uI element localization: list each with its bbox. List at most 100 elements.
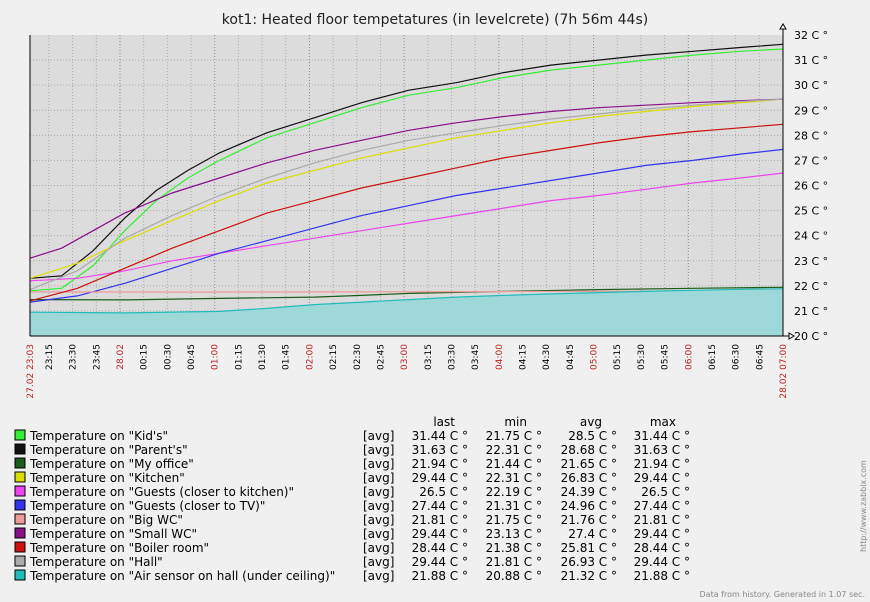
legend-value-avg: 27.4 C °	[568, 527, 617, 541]
legend-value-max: 26.5 C °	[641, 485, 690, 499]
legend-value-avg: 24.96 C °	[561, 499, 617, 513]
series-line-8	[29, 123, 784, 302]
x-tick-label: 02:15	[329, 344, 339, 370]
legend-value-avg: 28.5 C °	[568, 429, 617, 443]
x-tick-label: 28.02 07:00	[779, 344, 789, 399]
x-tick-label: 04:30	[542, 344, 552, 370]
legend-series-name: Temperature on "Big WC"	[29, 513, 183, 527]
legend-header-max: max	[650, 415, 676, 429]
x-tick-label: 06:30	[732, 344, 742, 370]
legend-series-name: Temperature on "My office"	[29, 457, 194, 471]
legend-series-function: [avg]	[363, 499, 394, 513]
legend-value-avg: 21.65 C °	[561, 457, 617, 471]
legend-series-function: [avg]	[363, 485, 394, 499]
legend-value-avg: 28.68 C °	[561, 443, 617, 457]
legend-value-avg: 26.93 C °	[561, 555, 617, 569]
legend-value-max: 29.44 C °	[634, 555, 690, 569]
series-line-2	[29, 286, 784, 301]
legend-series-function: [avg]	[363, 457, 394, 471]
legend-value-max: 21.81 C °	[634, 513, 690, 527]
legend-value-last: 21.94 C °	[412, 457, 468, 471]
y-tick-label: 20 C °	[794, 330, 828, 343]
legend-swatch	[14, 443, 26, 455]
legend-swatch	[14, 457, 26, 469]
legend-series-name: Temperature on "Hall"	[29, 555, 163, 569]
legend-value-min: 22.31 C °	[486, 443, 542, 457]
legend-value-avg: 21.32 C °	[561, 569, 617, 583]
legend-value-last: 29.44 C °	[412, 471, 468, 485]
legend-series-name: Temperature on "Parent's"	[29, 443, 188, 457]
x-tick-label: 28.02	[116, 344, 126, 370]
y-tick-label: 23 C °	[794, 255, 828, 268]
y-tick-label: 24 C °	[794, 230, 828, 243]
series-line-5	[29, 148, 784, 303]
legend-series-function: [avg]	[363, 555, 394, 569]
legend-swatch	[14, 527, 26, 539]
legend-series-function: [avg]	[363, 541, 394, 555]
legend-swatch	[14, 499, 26, 511]
legend-value-min: 22.19 C °	[486, 485, 542, 499]
x-tick-labels: 27.02 23:03 23:15 23:30 23:45 28.02 00:15 00:3…	[26, 344, 789, 399]
x-tick-label: 27.02 23:03	[26, 344, 36, 399]
y-tick-label: 30 C °	[794, 79, 828, 92]
y-tick-label: 28 C °	[794, 129, 828, 142]
x-tick-label: 04:00	[495, 344, 505, 370]
legend-series-name: Temperature on "Boiler room"	[29, 541, 209, 555]
legend-value-avg: 24.39 C °	[561, 485, 617, 499]
legend-value-min: 21.38 C °	[486, 541, 542, 555]
x-tick-label: 05:45	[661, 344, 671, 370]
legend-value-last: 29.44 C °	[412, 555, 468, 569]
x-tick-label: 03:45	[471, 344, 481, 370]
legend-series-name: Temperature on "Air sensor on hall (unde…	[29, 569, 335, 583]
legend-value-max: 21.94 C °	[634, 457, 690, 471]
y-tick-label: 31 C °	[794, 54, 828, 67]
legend-value-last: 31.44 C °	[412, 429, 468, 443]
data-series	[29, 43, 784, 336]
legend-value-min: 21.44 C °	[486, 457, 542, 471]
legend-value-max: 27.44 C °	[634, 499, 690, 513]
x-tick-label: 01:00	[211, 344, 221, 370]
x-tick-label: 00:15	[140, 344, 150, 370]
series-line-7	[29, 98, 784, 259]
series-line-4	[29, 172, 784, 282]
x-tick-label: 03:30	[447, 344, 457, 370]
y-tick-label: 32 C °	[794, 29, 828, 42]
legend-value-min: 21.75 C °	[486, 429, 542, 443]
legend-value-max: 21.88 C °	[634, 569, 690, 583]
x-tick-label: 00:45	[187, 344, 197, 370]
x-tick-label: 04:15	[519, 344, 529, 370]
legend-value-last: 28.44 C °	[412, 541, 468, 555]
legend-value-max: 29.44 C °	[634, 527, 690, 541]
legend-series-name: Temperature on "Small WC"	[29, 527, 197, 541]
legend-swatch	[14, 555, 26, 567]
legend-header-avg: avg	[580, 415, 602, 429]
axes	[29, 23, 795, 340]
legend-series-function: [avg]	[363, 527, 394, 541]
x-tick-label: 06:15	[708, 344, 718, 370]
legend-value-min: 20.88 C °	[486, 569, 542, 583]
x-tick-label: 03:00	[400, 344, 410, 370]
x-tick-label: 01:15	[234, 344, 244, 370]
legend: last min avg max Temperature on "Kid's" […	[14, 415, 690, 583]
x-tick-label: 04:45	[566, 344, 576, 370]
series-area-10	[30, 288, 783, 336]
legend-series-name: Temperature on "Guests (closer to TV)"	[29, 499, 265, 513]
y-tick-label: 22 C °	[794, 280, 828, 293]
x-tick-label: 05:30	[637, 344, 647, 370]
legend-series-name: Temperature on "Guests (closer to kitche…	[29, 485, 294, 499]
legend-series-function: [avg]	[363, 429, 394, 443]
x-tick-label: 23:45	[92, 344, 102, 370]
legend-swatch	[14, 471, 26, 483]
y-axis-arrow	[779, 23, 787, 30]
legend-value-max: 29.44 C °	[634, 471, 690, 485]
legend-series-function: [avg]	[363, 443, 394, 457]
x-tick-label: 05:15	[613, 344, 623, 370]
series-line-1	[29, 43, 784, 279]
x-tick-label: 03:15	[424, 344, 434, 370]
x-tick-label: 00:30	[163, 344, 173, 370]
legend-swatch	[14, 485, 26, 497]
legend-series-name: Temperature on "Kid's"	[29, 429, 168, 443]
y-tick-label: 27 C °	[794, 154, 828, 167]
chart-title: kot1: Heated floor tempetatures (in leve…	[222, 12, 648, 28]
